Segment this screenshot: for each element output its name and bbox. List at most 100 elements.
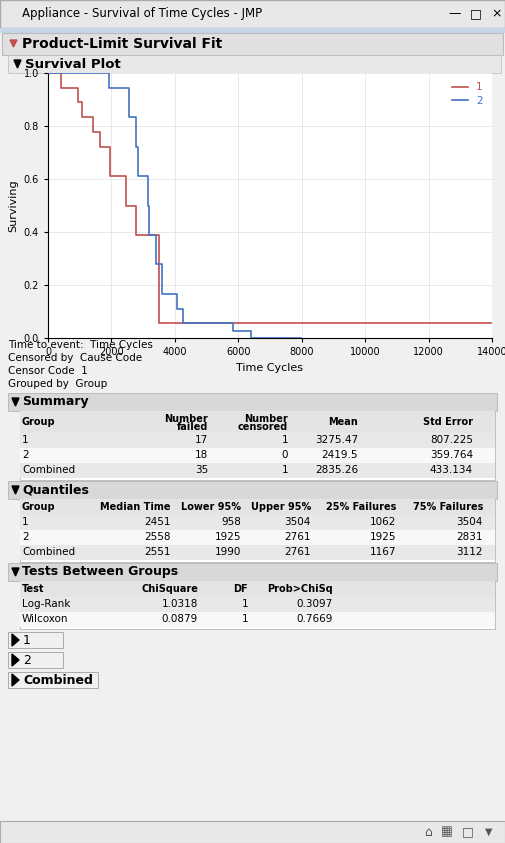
Text: Combined: Combined [22, 547, 75, 557]
FancyBboxPatch shape [20, 433, 495, 448]
FancyBboxPatch shape [8, 672, 98, 688]
Text: 1: 1 [281, 465, 288, 475]
Text: ChiSquare: ChiSquare [141, 584, 198, 594]
Text: Mean: Mean [328, 417, 358, 427]
Text: 1990: 1990 [215, 547, 241, 557]
Text: 1925: 1925 [215, 532, 241, 542]
Text: 75% Failures: 75% Failures [413, 502, 483, 512]
Text: □: □ [462, 825, 474, 839]
Text: 1: 1 [22, 435, 29, 445]
FancyBboxPatch shape [20, 411, 495, 433]
Text: 0.7669: 0.7669 [296, 614, 333, 624]
Polygon shape [10, 40, 17, 47]
FancyBboxPatch shape [20, 515, 495, 530]
Text: 2: 2 [23, 653, 31, 667]
Text: 807.225: 807.225 [430, 435, 473, 445]
Text: Product-Limit Survival Fit: Product-Limit Survival Fit [22, 37, 222, 51]
FancyBboxPatch shape [20, 612, 495, 627]
Polygon shape [12, 634, 19, 646]
Text: DF: DF [233, 584, 248, 594]
Text: Wilcoxon: Wilcoxon [22, 614, 69, 624]
Text: 17: 17 [195, 435, 208, 445]
Text: 2761: 2761 [284, 547, 311, 557]
Text: Combined: Combined [23, 674, 93, 686]
Polygon shape [12, 398, 19, 406]
Text: 958: 958 [221, 517, 241, 527]
Text: 35: 35 [195, 465, 208, 475]
Text: 1.0318: 1.0318 [162, 599, 198, 609]
Text: 2419.5: 2419.5 [322, 450, 358, 460]
Text: Number: Number [164, 414, 208, 424]
Text: 18: 18 [195, 450, 208, 460]
Text: Lower 95%: Lower 95% [181, 502, 241, 512]
Text: 3504: 3504 [457, 517, 483, 527]
Text: □: □ [470, 8, 482, 20]
Text: Number: Number [244, 414, 288, 424]
Polygon shape [12, 568, 19, 576]
Y-axis label: Surviving: Surviving [8, 180, 18, 232]
Text: Median Time: Median Time [100, 502, 171, 512]
FancyBboxPatch shape [20, 581, 495, 629]
Text: 3112: 3112 [457, 547, 483, 557]
Text: 3504: 3504 [285, 517, 311, 527]
Text: censored: censored [238, 422, 288, 432]
Text: 2558: 2558 [144, 532, 171, 542]
Text: 0: 0 [281, 450, 288, 460]
FancyBboxPatch shape [20, 597, 495, 612]
Text: 2761: 2761 [284, 532, 311, 542]
Text: 2451: 2451 [144, 517, 171, 527]
Text: 1167: 1167 [370, 547, 396, 557]
Text: Group: Group [22, 417, 56, 427]
Text: 2551: 2551 [144, 547, 171, 557]
FancyBboxPatch shape [8, 393, 497, 411]
FancyBboxPatch shape [0, 28, 505, 33]
Text: ×: × [492, 8, 502, 20]
FancyBboxPatch shape [20, 499, 495, 562]
Text: 0.0879: 0.0879 [162, 614, 198, 624]
Text: 1062: 1062 [370, 517, 396, 527]
Text: 2: 2 [22, 450, 29, 460]
FancyBboxPatch shape [2, 33, 503, 55]
Text: 2835.26: 2835.26 [315, 465, 358, 475]
FancyBboxPatch shape [8, 55, 501, 73]
FancyBboxPatch shape [20, 581, 495, 597]
Text: 1: 1 [23, 633, 31, 647]
Text: Censored by  Cause Code: Censored by Cause Code [8, 353, 142, 363]
FancyBboxPatch shape [20, 530, 495, 545]
Text: Survival Plot: Survival Plot [25, 57, 121, 71]
Text: ⌂: ⌂ [424, 825, 432, 839]
FancyBboxPatch shape [0, 0, 505, 28]
Text: Prob>ChiSq: Prob>ChiSq [267, 584, 333, 594]
Text: 2831: 2831 [457, 532, 483, 542]
Text: 1: 1 [281, 435, 288, 445]
FancyBboxPatch shape [20, 411, 495, 480]
FancyBboxPatch shape [8, 563, 497, 581]
Text: 1: 1 [241, 614, 248, 624]
Text: Std Error: Std Error [423, 417, 473, 427]
Text: Appliance - Survival of Time Cycles - JMP: Appliance - Survival of Time Cycles - JM… [22, 8, 262, 20]
Text: ▦: ▦ [441, 825, 453, 839]
Text: 1: 1 [241, 599, 248, 609]
FancyBboxPatch shape [0, 821, 505, 843]
Text: Censor Code  1: Censor Code 1 [8, 366, 88, 376]
Text: Grouped by  Group: Grouped by Group [8, 379, 107, 389]
Text: —: — [449, 8, 461, 20]
Polygon shape [14, 60, 21, 68]
FancyBboxPatch shape [20, 499, 495, 515]
Text: Time to event:  Time Cycles: Time to event: Time Cycles [8, 340, 153, 350]
Text: 359.764: 359.764 [430, 450, 473, 460]
Legend: 1, 2: 1, 2 [448, 78, 487, 110]
Text: Group: Group [22, 502, 56, 512]
Text: 433.134: 433.134 [430, 465, 473, 475]
FancyBboxPatch shape [20, 545, 495, 560]
Text: 2: 2 [22, 532, 29, 542]
FancyBboxPatch shape [20, 463, 495, 478]
Polygon shape [12, 486, 19, 494]
Text: 25% Failures: 25% Failures [326, 502, 396, 512]
Text: Upper 95%: Upper 95% [251, 502, 311, 512]
Text: 1925: 1925 [370, 532, 396, 542]
Text: Combined: Combined [22, 465, 75, 475]
FancyBboxPatch shape [8, 632, 63, 648]
Text: Summary: Summary [22, 395, 88, 409]
FancyBboxPatch shape [8, 652, 63, 668]
